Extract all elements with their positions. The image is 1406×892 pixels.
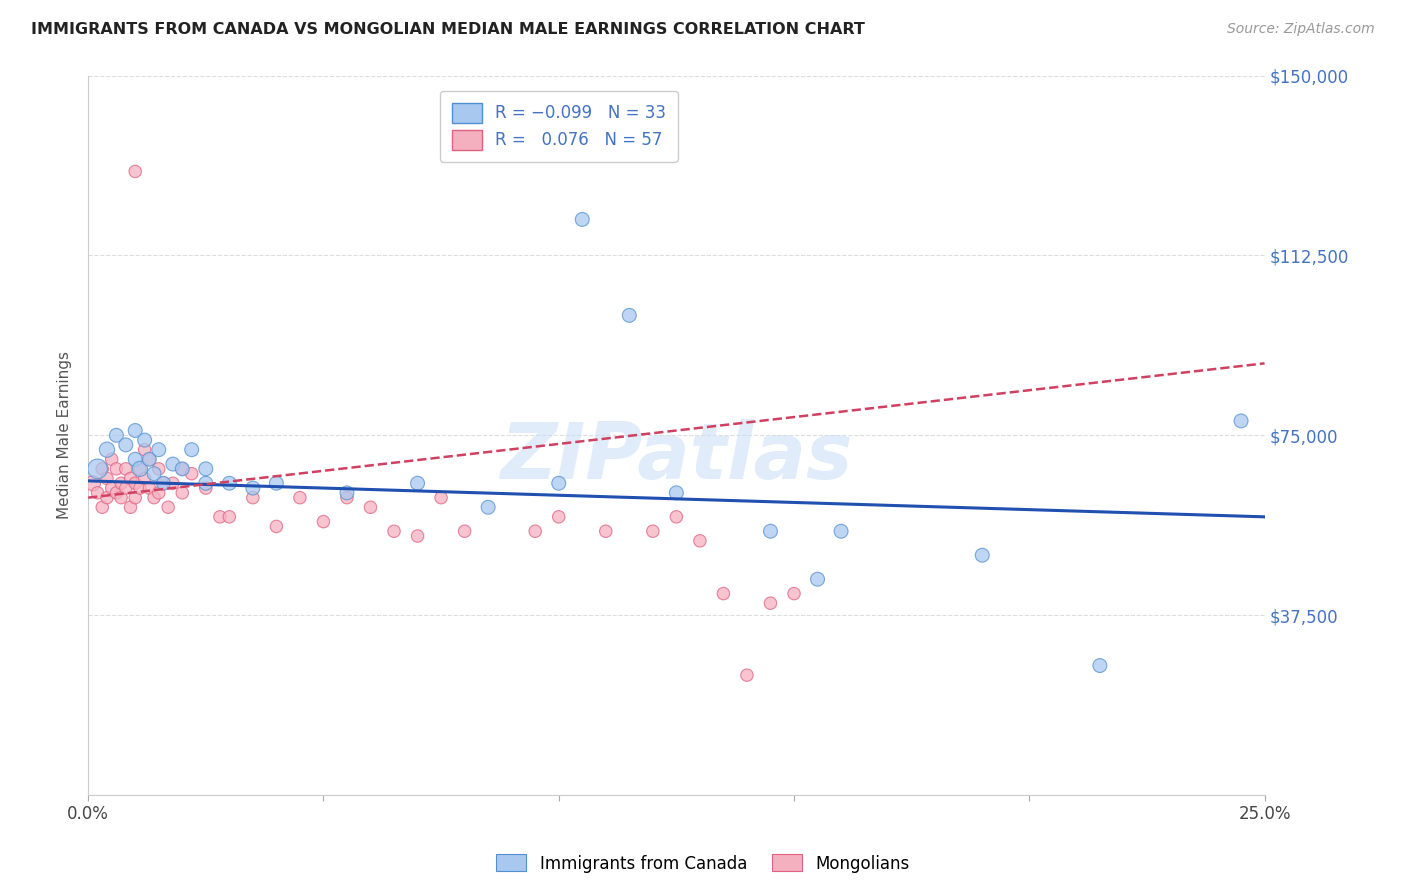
Point <box>124 164 146 178</box>
Point <box>124 476 146 491</box>
Point <box>120 471 142 485</box>
Point <box>152 476 174 491</box>
Point <box>972 548 994 562</box>
Point <box>619 309 641 323</box>
Legend: R = −0.099   N = 33, R =   0.076   N = 57: R = −0.099 N = 33, R = 0.076 N = 57 <box>440 91 678 161</box>
Point <box>148 462 170 476</box>
Point <box>524 524 547 539</box>
Point <box>172 462 194 476</box>
Text: Source: ZipAtlas.com: Source: ZipAtlas.com <box>1227 22 1375 37</box>
Point <box>143 491 166 505</box>
Point <box>360 500 382 515</box>
Point <box>477 500 499 515</box>
Point <box>120 500 142 515</box>
Point <box>406 529 429 543</box>
Point <box>134 442 156 457</box>
Point <box>91 462 114 476</box>
Point <box>547 476 569 491</box>
Point <box>114 462 136 476</box>
Point <box>110 491 132 505</box>
Point <box>266 519 288 533</box>
Point <box>266 476 288 491</box>
Point <box>124 491 146 505</box>
Point <box>162 457 184 471</box>
Point <box>641 524 664 539</box>
Point <box>689 533 711 548</box>
Point <box>430 491 453 505</box>
Point <box>105 486 128 500</box>
Point <box>143 467 166 481</box>
Point <box>759 524 782 539</box>
Point <box>86 462 108 476</box>
Point <box>105 428 128 442</box>
Point <box>134 471 156 485</box>
Point <box>218 509 240 524</box>
Point <box>86 486 108 500</box>
Point <box>242 481 264 495</box>
Point <box>783 586 806 600</box>
Point <box>735 668 758 682</box>
Point <box>806 572 828 586</box>
Point <box>194 462 217 476</box>
Point <box>96 471 118 485</box>
Point <box>382 524 405 539</box>
Point <box>1230 414 1253 428</box>
Point <box>595 524 617 539</box>
Point <box>336 491 359 505</box>
Point <box>138 452 160 467</box>
Point <box>138 452 160 467</box>
Point <box>312 515 335 529</box>
Point <box>172 462 194 476</box>
Point <box>830 524 852 539</box>
Point <box>194 476 217 491</box>
Point <box>157 500 180 515</box>
Point <box>571 212 593 227</box>
Point <box>759 596 782 610</box>
Point <box>547 509 569 524</box>
Legend: Immigrants from Canada, Mongolians: Immigrants from Canada, Mongolians <box>489 847 917 880</box>
Point <box>242 491 264 505</box>
Point <box>91 500 114 515</box>
Point <box>105 462 128 476</box>
Point <box>148 442 170 457</box>
Point <box>82 476 104 491</box>
Point <box>110 476 132 491</box>
Point <box>138 481 160 495</box>
Point <box>124 452 146 467</box>
Point <box>148 486 170 500</box>
Point <box>96 442 118 457</box>
Y-axis label: Median Male Earnings: Median Male Earnings <box>58 351 72 519</box>
Point <box>665 486 688 500</box>
Point <box>134 433 156 447</box>
Text: ZIPatlas: ZIPatlas <box>501 419 852 495</box>
Point <box>129 462 152 476</box>
Point <box>114 438 136 452</box>
Point <box>152 476 174 491</box>
Point <box>453 524 475 539</box>
Point <box>129 462 152 476</box>
Point <box>114 481 136 495</box>
Point <box>713 586 735 600</box>
Point <box>208 509 231 524</box>
Point <box>406 476 429 491</box>
Point <box>194 481 217 495</box>
Text: IMMIGRANTS FROM CANADA VS MONGOLIAN MEDIAN MALE EARNINGS CORRELATION CHART: IMMIGRANTS FROM CANADA VS MONGOLIAN MEDI… <box>31 22 865 37</box>
Point <box>288 491 311 505</box>
Point <box>162 476 184 491</box>
Point <box>218 476 240 491</box>
Point <box>100 481 122 495</box>
Point <box>172 486 194 500</box>
Point <box>129 481 152 495</box>
Point <box>180 442 202 457</box>
Point <box>1088 658 1111 673</box>
Point <box>100 452 122 467</box>
Point <box>96 491 118 505</box>
Point <box>124 424 146 438</box>
Point <box>336 486 359 500</box>
Point <box>180 467 202 481</box>
Point <box>665 509 688 524</box>
